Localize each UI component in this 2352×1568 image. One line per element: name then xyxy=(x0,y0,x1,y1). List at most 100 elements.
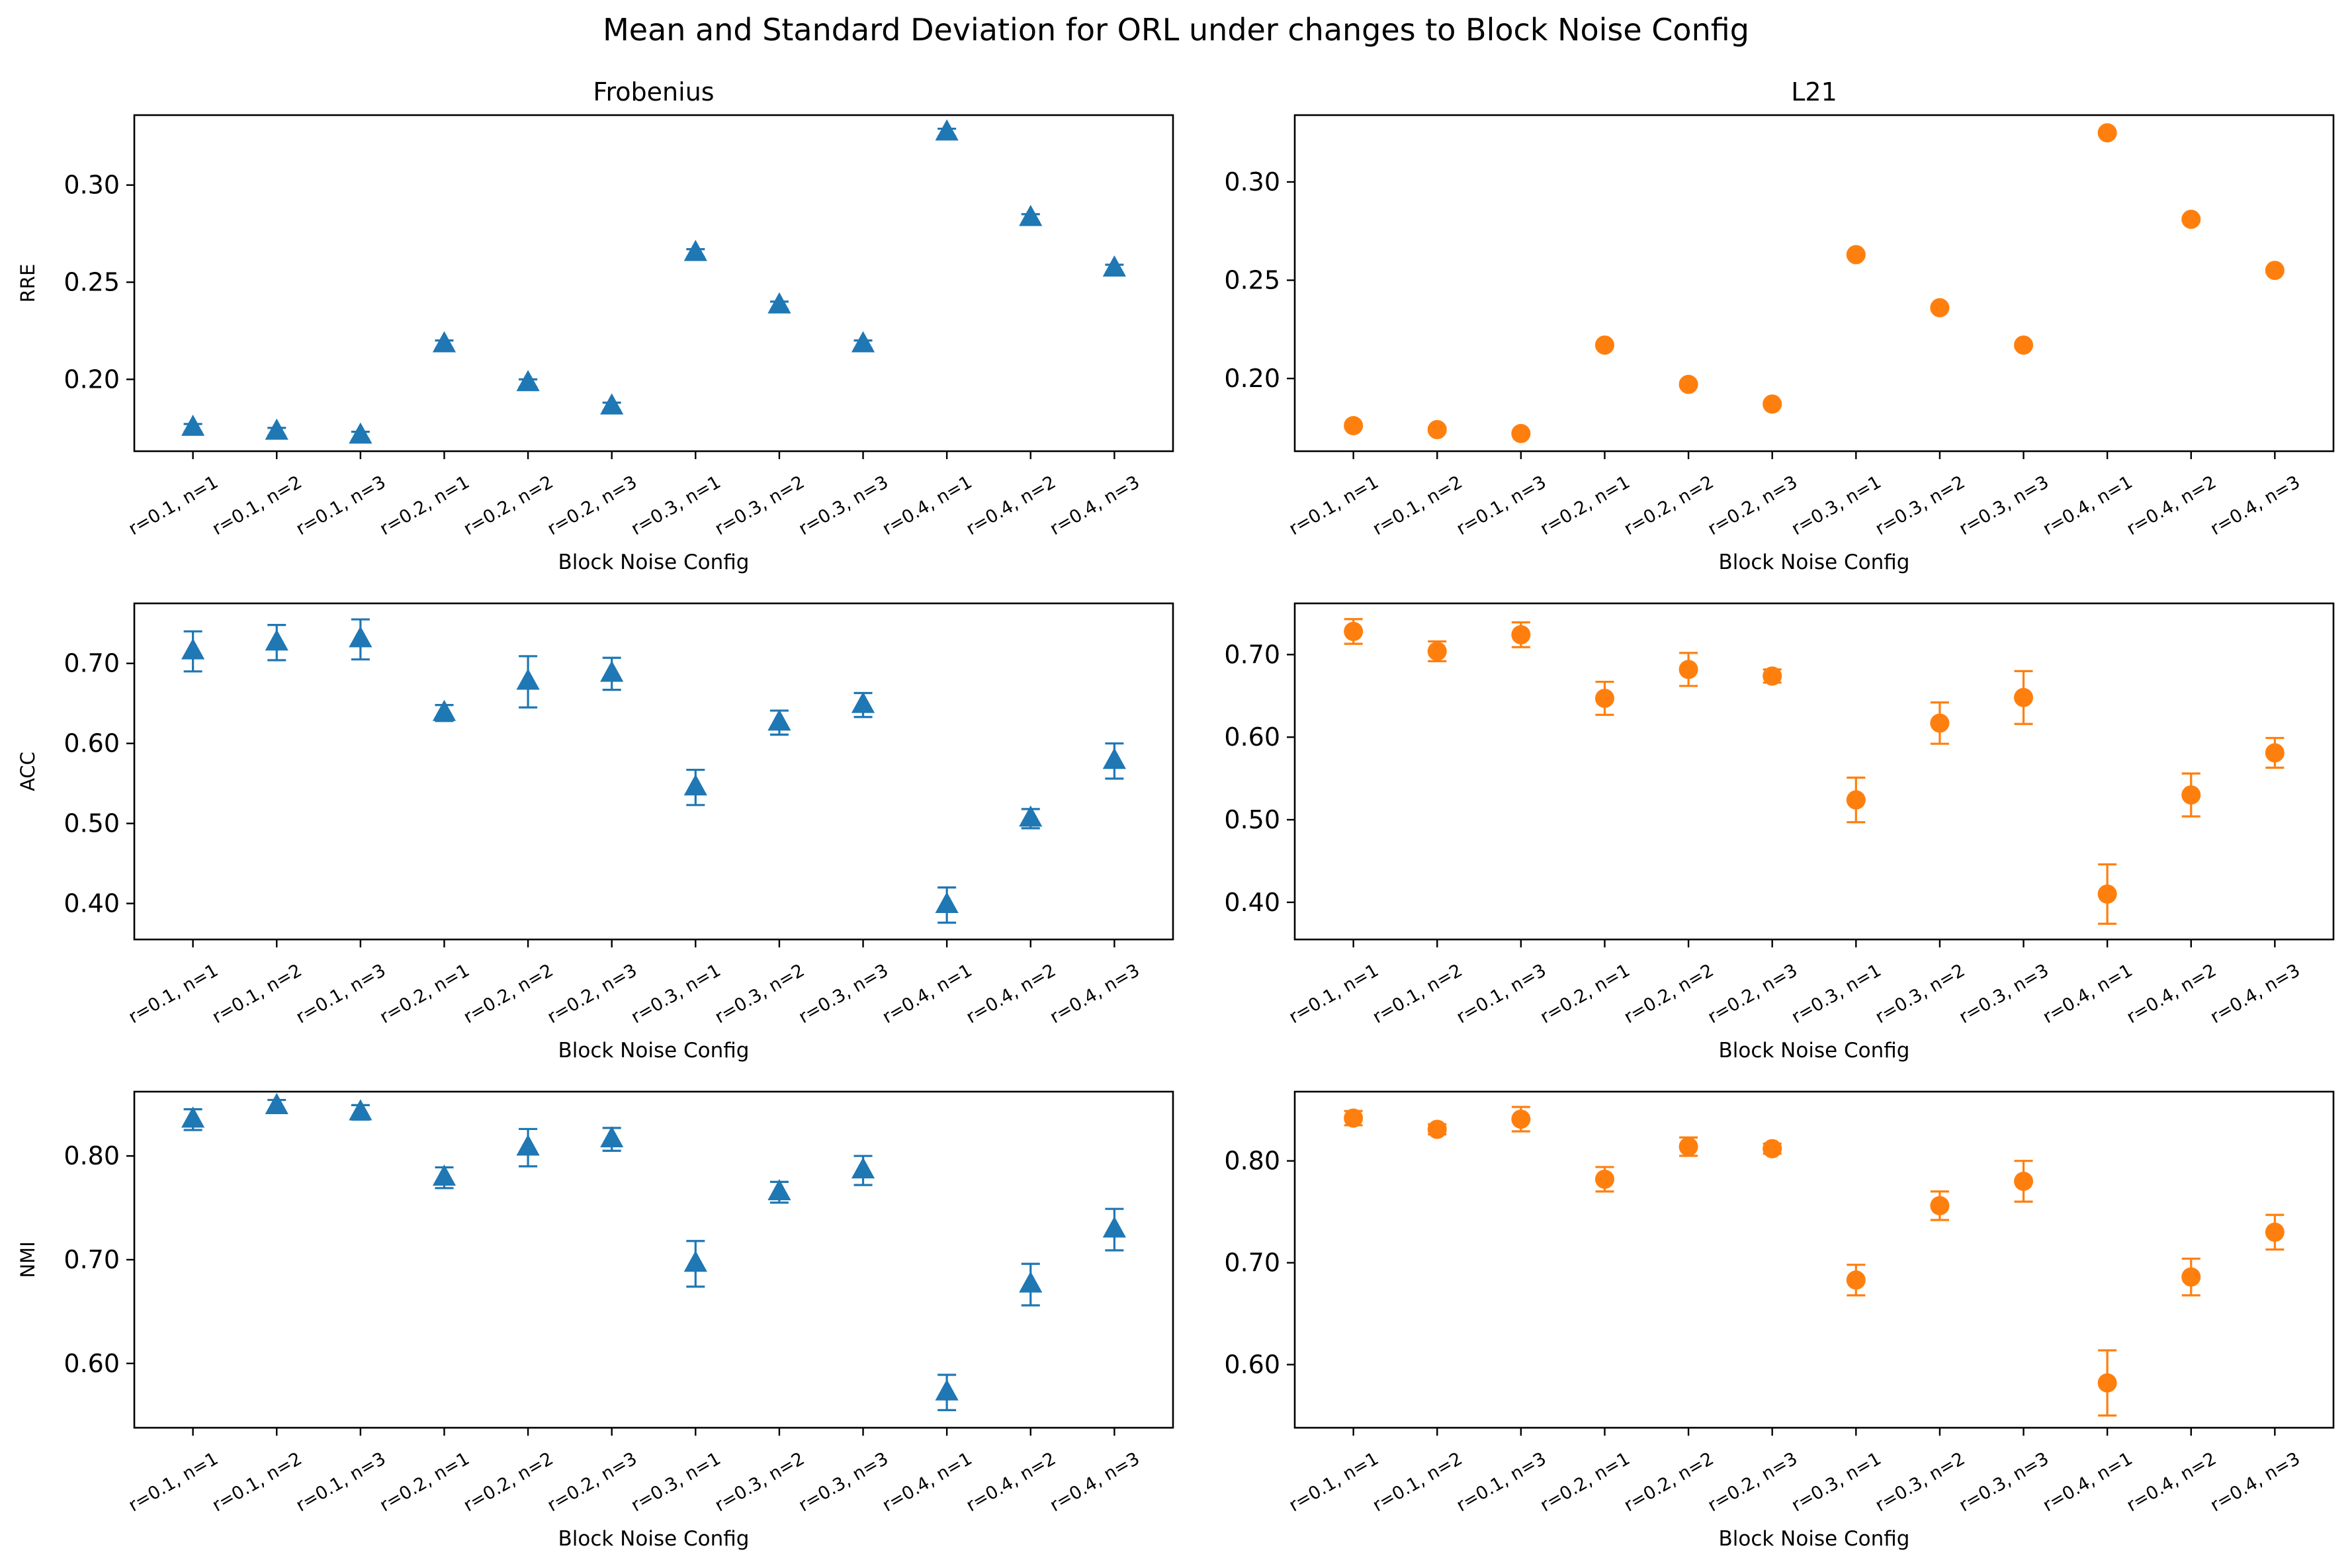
x-tick-label: r=0.4, n=3 xyxy=(2207,960,2304,1027)
data-point xyxy=(600,1126,624,1148)
y-tick-label: 0.20 xyxy=(1224,364,1280,393)
x-axis-label: Block Noise Config xyxy=(558,550,749,574)
data-point xyxy=(1427,419,1447,439)
data-point xyxy=(1344,415,1364,435)
x-tick-label: r=0.4, n=3 xyxy=(2207,1448,2304,1516)
x-axis-label: Block Noise Config xyxy=(1718,1039,1909,1063)
data-point xyxy=(935,119,959,141)
data-point xyxy=(349,626,372,648)
axes-frame xyxy=(1293,1090,2335,1429)
x-tick-label: r=0.4, n=3 xyxy=(1047,1448,1143,1516)
x-tick-label: r=0.3, n=3 xyxy=(795,960,892,1027)
data-point xyxy=(1594,335,1614,355)
y-axis-label: ACC xyxy=(17,752,39,791)
data-point xyxy=(1763,1139,1782,1158)
data-point xyxy=(1427,641,1447,661)
x-tick-label: r=0.3, n=1 xyxy=(628,472,724,539)
x-tick-label: r=0.3, n=2 xyxy=(1872,960,1968,1027)
axes-frame xyxy=(1293,602,2335,941)
y-tick-label: 0.30 xyxy=(64,171,120,200)
x-tick-label: r=0.4, n=3 xyxy=(1047,472,1143,539)
data-point xyxy=(181,1106,205,1128)
y-tick-label: 0.80 xyxy=(1224,1147,1280,1176)
x-tick-label: r=0.4, n=2 xyxy=(963,960,1059,1027)
x-tick-label: r=0.1, n=2 xyxy=(1370,960,1466,1027)
x-tick-label: r=0.3, n=3 xyxy=(795,1448,892,1516)
x-tick-label: r=0.1, n=3 xyxy=(1453,1448,1549,1516)
data-point xyxy=(851,331,875,353)
y-tick-label: 0.25 xyxy=(1224,266,1280,295)
x-tick-label: r=0.4, n=3 xyxy=(2207,472,2304,539)
subplot-title: L21 xyxy=(1791,77,1837,107)
x-tick-label: r=0.1, n=1 xyxy=(1285,1448,1382,1516)
subplot-5: 0.60 0.70 0.80 r=0.1, n=1r=0.1, n=2r=0.1, n… xyxy=(17,1090,1174,1551)
x-tick-label: r=0.1, n=2 xyxy=(209,472,306,539)
data-point xyxy=(1344,1108,1364,1128)
x-tick-label: r=0.4, n=2 xyxy=(2123,1448,2220,1516)
y-tick-label: 0.40 xyxy=(1224,888,1280,917)
data-point xyxy=(1846,1270,1866,1290)
data-point xyxy=(432,699,457,721)
data-point xyxy=(1102,1216,1126,1238)
x-tick-label: r=0.3, n=2 xyxy=(711,1448,808,1516)
x-tick-label: r=0.2, n=1 xyxy=(376,1448,473,1516)
x-tick-label: r=0.3, n=3 xyxy=(1956,1448,2052,1516)
subplot-3: 0.400.500.600.70r=0.1, n=1r=0.1, n=2r=0.… xyxy=(17,602,1174,1063)
x-tick-label: r=0.4, n=1 xyxy=(2040,960,2136,1027)
data-point xyxy=(1930,1196,1950,1215)
x-tick-label: r=0.4, n=2 xyxy=(2123,960,2220,1027)
data-point xyxy=(516,1134,540,1156)
y-tick-label: 0.70 xyxy=(1224,640,1280,669)
x-tick-label: r=0.4, n=2 xyxy=(963,472,1059,539)
data-point xyxy=(767,709,791,731)
x-tick-label: r=0.3, n=1 xyxy=(1788,960,1885,1027)
x-axis-label: Block Noise Config xyxy=(1718,1527,1909,1551)
x-tick-label: r=0.1, n=1 xyxy=(125,1448,222,1516)
y-tick-label: 0.50 xyxy=(64,809,120,838)
data-point xyxy=(1511,1110,1531,1129)
data-point xyxy=(600,393,624,415)
x-tick-label: r=0.2, n=2 xyxy=(1621,960,1718,1027)
data-point xyxy=(2097,123,2117,143)
data-point xyxy=(851,1157,875,1179)
data-point xyxy=(2014,335,2034,355)
x-tick-label: r=0.4, n=1 xyxy=(879,1448,976,1516)
axes-frame xyxy=(1293,114,2335,453)
y-tick-label: 0.50 xyxy=(1224,805,1280,834)
y-axis-label: RRE xyxy=(17,264,39,303)
x-tick-label: r=0.2, n=2 xyxy=(1621,472,1718,539)
data-point xyxy=(2181,209,2201,229)
x-tick-label: r=0.3, n=2 xyxy=(711,960,808,1027)
data-point xyxy=(1344,621,1364,641)
subplot-4: 0.400.500.600.70r=0.1, n=1r=0.1, n=2r=0.… xyxy=(1224,602,2335,1063)
data-point xyxy=(2097,1373,2117,1393)
x-tick-label: r=0.1, n=3 xyxy=(292,960,389,1027)
x-tick-label: r=0.2, n=2 xyxy=(460,960,557,1027)
x-tick-label: r=0.1, n=1 xyxy=(125,960,222,1027)
x-tick-label: r=0.4, n=1 xyxy=(879,472,976,539)
data-point xyxy=(2181,785,2201,805)
x-tick-label: r=0.1, n=1 xyxy=(1285,960,1382,1027)
y-tick-label: 0.80 xyxy=(64,1141,120,1170)
x-tick-label: r=0.1, n=2 xyxy=(209,960,306,1027)
x-tick-label: r=0.3, n=3 xyxy=(795,472,892,539)
data-point xyxy=(935,891,959,913)
subplot-1: 0.20 0.25 0.30 r=0.1, n=1r=0.1, n=2r=0.1, n… xyxy=(17,77,1174,574)
y-tick-label: 0.20 xyxy=(64,365,120,394)
data-point xyxy=(1019,1271,1043,1293)
x-tick-label: r=0.2, n=3 xyxy=(544,1448,640,1516)
x-tick-label: r=0.3, n=3 xyxy=(1956,960,2052,1027)
x-tick-label: r=0.1, n=1 xyxy=(1285,472,1382,539)
x-tick-label: r=0.2, n=3 xyxy=(1704,1448,1801,1516)
y-tick-label: 0.25 xyxy=(64,268,120,297)
data-point xyxy=(683,1250,707,1272)
x-tick-label: r=0.1, n=3 xyxy=(292,472,389,539)
data-point xyxy=(600,660,624,682)
data-point xyxy=(2265,1222,2285,1242)
x-tick-label: r=0.2, n=3 xyxy=(544,960,640,1027)
x-tick-label: r=0.2, n=1 xyxy=(376,472,473,539)
data-point xyxy=(265,629,288,651)
x-tick-label: r=0.2, n=1 xyxy=(1537,960,1633,1027)
x-tick-label: r=0.4, n=1 xyxy=(2040,1448,2136,1516)
